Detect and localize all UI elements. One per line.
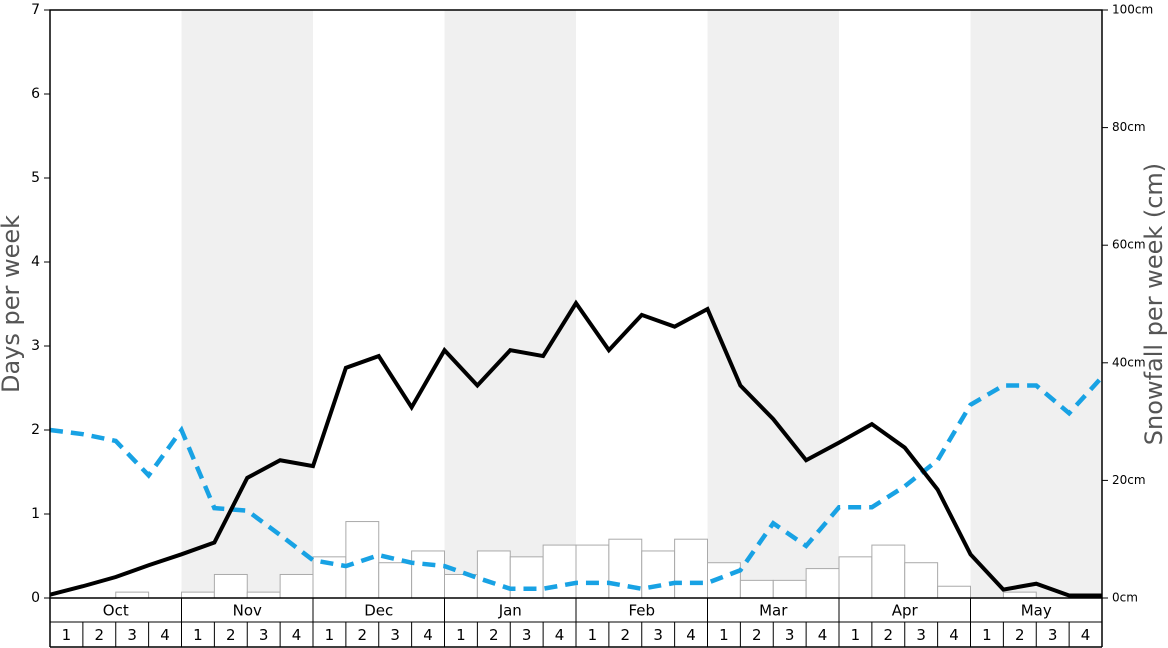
week-label: 1 [62, 626, 72, 644]
y2-tick-label: 20cm [1112, 473, 1146, 487]
week-label: 1 [719, 626, 729, 644]
snowfall-bar [838, 556, 873, 599]
snowfall-bar [246, 591, 281, 599]
snowfall-bar [871, 544, 906, 599]
week-label: 1 [851, 626, 861, 644]
snowfall-bar [674, 538, 708, 599]
week-label: 4 [423, 626, 433, 644]
y2-axis-label: Snowfall per week (cm) [1140, 163, 1168, 445]
month-label: Dec [364, 602, 393, 620]
week-label: 4 [686, 626, 696, 644]
days-line [49, 299, 1102, 598]
y-tick-label: 5 [31, 170, 40, 186]
snowfall-bar [181, 591, 215, 599]
week-label: 2 [621, 626, 631, 644]
week-label: 2 [752, 626, 762, 644]
dashed-line [49, 375, 1104, 592]
week-label: 4 [160, 626, 170, 644]
y-axis-label: Days per week [0, 215, 25, 393]
y-tick-label: 3 [31, 338, 40, 354]
month-label: Mar [759, 602, 788, 620]
week-label: 3 [127, 626, 137, 644]
y-tick-label: 4 [31, 254, 40, 270]
y-tick-label: 2 [31, 422, 40, 438]
month-label: Nov [233, 602, 262, 620]
snowfall-bar [378, 562, 413, 599]
y2-tick-label: 60cm [1112, 238, 1146, 252]
week-label: 2 [95, 626, 105, 644]
snowfall-bar [772, 579, 807, 599]
week-label: 2 [489, 626, 499, 644]
week-label: 3 [1048, 626, 1058, 644]
snowfall-bar [476, 550, 511, 599]
week-label: 4 [1081, 626, 1091, 644]
month-label: Oct [103, 602, 129, 620]
month-label: May [1021, 602, 1052, 620]
y-tick-label: 0 [31, 590, 40, 606]
week-label: 2 [358, 626, 368, 644]
month-band [444, 10, 576, 598]
month-label: Feb [628, 602, 655, 620]
y2-tick-label: 0cm [1112, 591, 1138, 605]
snowfall-bar [739, 579, 774, 599]
week-label: 1 [982, 626, 992, 644]
y2-tick-label: 40cm [1112, 355, 1146, 369]
week-label: 3 [390, 626, 400, 644]
snowfall-bar [213, 573, 248, 599]
week-label: 3 [522, 626, 532, 644]
week-label: 4 [555, 626, 565, 644]
y-tick-label: 6 [31, 86, 40, 102]
week-label: 3 [916, 626, 926, 644]
snowfall-bar [411, 550, 445, 599]
month-shading [181, 10, 1102, 598]
week-label: 1 [325, 626, 335, 644]
y2-tick-label: 80cm [1112, 120, 1146, 134]
snowfall-bar [279, 573, 314, 599]
week-label: 4 [949, 626, 959, 644]
snowfall-bar [805, 568, 840, 599]
snowfall-bar [937, 585, 971, 599]
y-tick-label: 1 [31, 506, 40, 522]
week-label: 3 [259, 626, 269, 644]
snowfall-bar [575, 544, 610, 599]
week-label: 2 [1015, 626, 1025, 644]
snowfall-bar [641, 550, 676, 599]
snowfall-bar [1002, 591, 1037, 599]
month-label: Jan [498, 602, 522, 620]
snowfall-bar [115, 591, 150, 599]
snowfall-bar [509, 556, 544, 599]
week-label: 3 [785, 626, 795, 644]
week-label: 4 [818, 626, 828, 644]
week-label: 3 [653, 626, 663, 644]
month-band [181, 10, 313, 598]
week-label: 4 [292, 626, 302, 644]
week-label: 1 [456, 626, 466, 644]
week-label: 1 [193, 626, 203, 644]
month-band [970, 10, 1102, 598]
month-label: Apr [892, 602, 919, 620]
month-band [707, 10, 839, 598]
y-tick-label: 7 [31, 2, 40, 18]
week-label: 2 [226, 626, 236, 644]
snowfall-bar [904, 562, 939, 599]
y2-tick-label: 100cm [1112, 3, 1153, 17]
week-label: 2 [884, 626, 894, 644]
week-label: 1 [588, 626, 598, 644]
